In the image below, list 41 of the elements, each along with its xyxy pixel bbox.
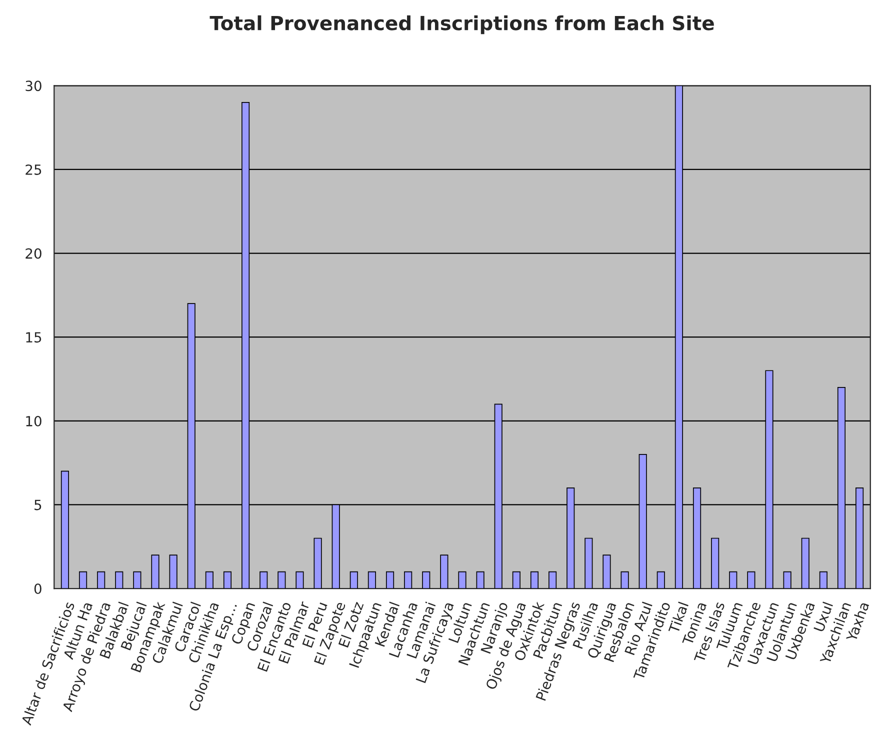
bar <box>422 571 430 589</box>
bar <box>169 554 178 589</box>
bar <box>368 571 376 589</box>
bar <box>386 571 394 589</box>
y-tick-label: 30 <box>26 80 42 92</box>
bar <box>783 571 792 589</box>
bar <box>404 571 412 589</box>
bar <box>278 571 286 589</box>
bar <box>115 571 124 589</box>
bar <box>512 571 520 589</box>
y-tick-label: 20 <box>26 248 42 259</box>
y-tick-label: 0 <box>34 584 42 594</box>
bar <box>620 571 629 589</box>
chart-title: Total Provenanced Inscriptions from Each Site <box>210 15 714 34</box>
bar <box>548 571 557 589</box>
y-tick-label: 25 <box>26 164 42 175</box>
bar <box>530 571 539 589</box>
bar <box>151 554 160 589</box>
bar <box>711 538 720 589</box>
bar <box>458 571 466 589</box>
bar <box>78 571 88 589</box>
bar <box>314 538 322 589</box>
bar <box>584 538 593 589</box>
bar <box>747 571 756 589</box>
y-tick-label: 10 <box>26 416 42 426</box>
bar <box>602 554 611 589</box>
y-tick-label: 15 <box>26 332 42 343</box>
bar <box>97 571 106 589</box>
bar <box>819 571 828 589</box>
y-tick-label: 5 <box>34 500 42 510</box>
bar <box>260 571 268 589</box>
bar <box>133 571 142 589</box>
bar <box>801 538 810 589</box>
bar <box>223 571 232 589</box>
bar <box>656 571 665 589</box>
bar <box>296 571 304 589</box>
bar <box>476 571 484 589</box>
bar <box>440 554 448 589</box>
bar <box>205 571 214 589</box>
bar <box>350 571 358 589</box>
bar <box>729 571 738 589</box>
